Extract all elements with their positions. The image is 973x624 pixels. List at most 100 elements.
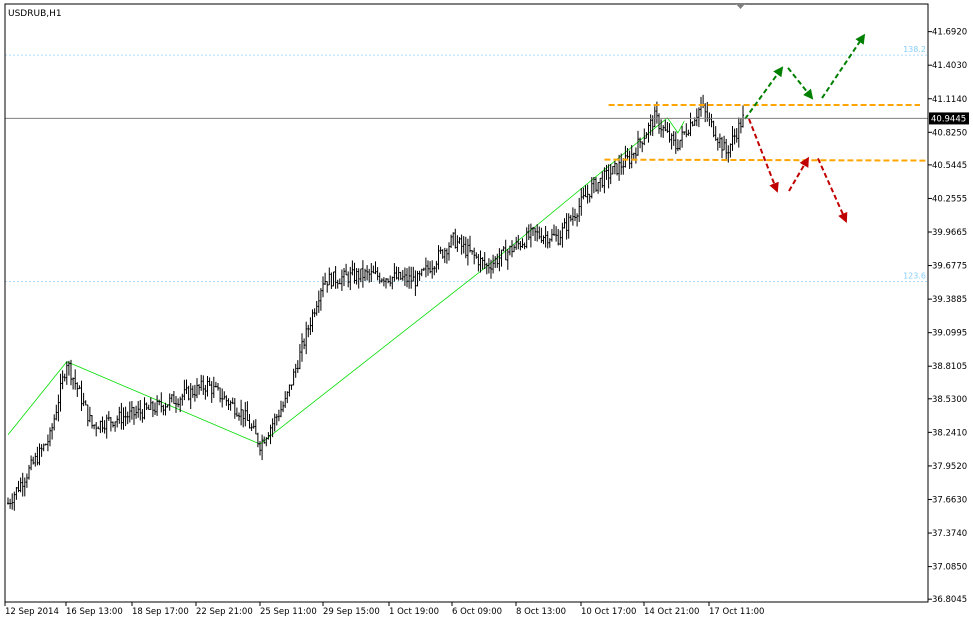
ohlc-bar (101, 416, 104, 433)
ohlc-bar (464, 236, 467, 259)
ohlc-bar (550, 228, 553, 242)
ohlc-bar (202, 375, 205, 395)
x-tick-label: 8 Oct 13:00 (516, 607, 566, 617)
ohlc-bar (208, 377, 211, 386)
ohlc-bar (403, 267, 406, 286)
ohlc-bar (340, 269, 343, 291)
ohlc-bar (361, 260, 364, 288)
ohlc-bar (548, 238, 551, 248)
ohlc-bar (639, 137, 642, 149)
ohlc-bar (145, 402, 148, 411)
ohlc-bar (538, 226, 541, 240)
ohlc-bar (7, 497, 9, 505)
ohlc-bar (313, 308, 316, 318)
ohlc-bar (112, 421, 114, 428)
y-tick-label: 40.5445 (932, 161, 967, 171)
ohlc-bar (479, 250, 482, 273)
ohlc-bar (368, 268, 371, 283)
ohlc-bar (63, 373, 66, 382)
ohlc-bar (91, 415, 93, 429)
price-axis[interactable]: 41.6920 41.4030 41.1140 40.8250 40.5445 40.25… (928, 28, 969, 606)
ohlc-bar (620, 153, 623, 175)
time-axis[interactable]: 12 Sep 2014 16 Sep 13:00 18 Sep 17:00 22 Se… (4, 602, 764, 617)
ohlc-bar (17, 480, 20, 493)
ohlc-bar (74, 369, 77, 390)
ohlc-bar (130, 401, 133, 420)
ohlc-bar (498, 248, 501, 272)
ohlc-bar (380, 278, 383, 283)
ohlc-bar (70, 359, 72, 386)
ohlc-bar (11, 493, 14, 510)
ohlc-bar (632, 152, 635, 159)
ohlc-bar (697, 107, 700, 128)
ohlc-bar (61, 370, 64, 390)
ohlc-bar (389, 275, 392, 287)
ohlc-bar (605, 164, 608, 180)
shift-marker-icon[interactable] (736, 4, 745, 9)
ohlc-bar (122, 407, 125, 430)
y-tick-label: 36.8045 (932, 595, 967, 605)
ohlc-bar (599, 177, 602, 192)
ohlc-bar (469, 235, 471, 253)
ohlc-bar (435, 260, 438, 273)
y-tick-label: 39.6775 (932, 262, 967, 272)
ohlc-bar (477, 254, 480, 272)
ohlc-bar (23, 477, 26, 497)
x-tick-label: 16 Sep 13:00 (66, 607, 123, 617)
ohlc-bar (485, 262, 488, 275)
ohlc-bar (225, 395, 228, 406)
ohlc-bar (645, 132, 648, 139)
ohlc-bar (359, 268, 362, 283)
x-tick-label: 25 Sep 11:00 (260, 607, 317, 617)
ohlc-bar (666, 121, 669, 133)
ohlc-bar (15, 487, 18, 500)
ohlc-bar (294, 363, 297, 378)
ohlc-bar (456, 235, 459, 252)
ohlc-bar (231, 397, 234, 405)
ohlc-bar (601, 171, 604, 188)
ohlc-bar (433, 266, 436, 276)
ohlc-bar (523, 242, 526, 250)
ohlc-bar (133, 406, 135, 425)
ohlc-bar (557, 228, 560, 246)
ohlc-bar (13, 491, 16, 511)
ohlc-bar (177, 398, 180, 408)
ohlc-bar (529, 223, 532, 248)
ohlc-bar (303, 338, 306, 350)
ohlc-bar (681, 125, 684, 148)
ohlc-bar (672, 131, 675, 146)
ohlc-bar (517, 234, 520, 250)
y-tick-label: 39.3885 (932, 295, 967, 305)
ohlc-bar (595, 177, 597, 192)
ohlc-bar (544, 226, 547, 248)
ohlc-bar (34, 452, 37, 467)
ohlc-bar (471, 250, 474, 255)
ohlc-bar (742, 105, 744, 128)
ohlc-bar (256, 432, 259, 448)
ohlc-bar (97, 426, 100, 430)
ohlc-bar (265, 437, 268, 447)
y-tick-label: 37.3740 (932, 529, 967, 539)
x-tick-label: 29 Sep 15:00 (323, 607, 380, 617)
ohlc-bar (164, 402, 167, 416)
ohlc-bar (235, 407, 238, 417)
ohlc-bar (504, 239, 507, 261)
ohlc-bar (737, 117, 740, 148)
x-tick-label: 1 Oct 19:00 (389, 607, 439, 617)
bearish-scenario-arrow (817, 158, 848, 223)
y-tick-label: 40.8250 (932, 128, 967, 138)
ohlc-bar (80, 380, 83, 411)
ohlc-bar (628, 150, 631, 169)
ohlc-bar (51, 423, 54, 440)
ohlc-bar (391, 276, 394, 290)
ohlc-bar (668, 123, 671, 143)
ohlc-bar (500, 249, 503, 267)
ohlc-bar (487, 258, 490, 274)
y-tick-label: 37.0850 (932, 563, 967, 573)
ohlc-bar (687, 129, 690, 136)
ohlc-bar (553, 224, 555, 236)
ohlc-bar (370, 263, 373, 282)
ohlc-bar (84, 400, 87, 406)
